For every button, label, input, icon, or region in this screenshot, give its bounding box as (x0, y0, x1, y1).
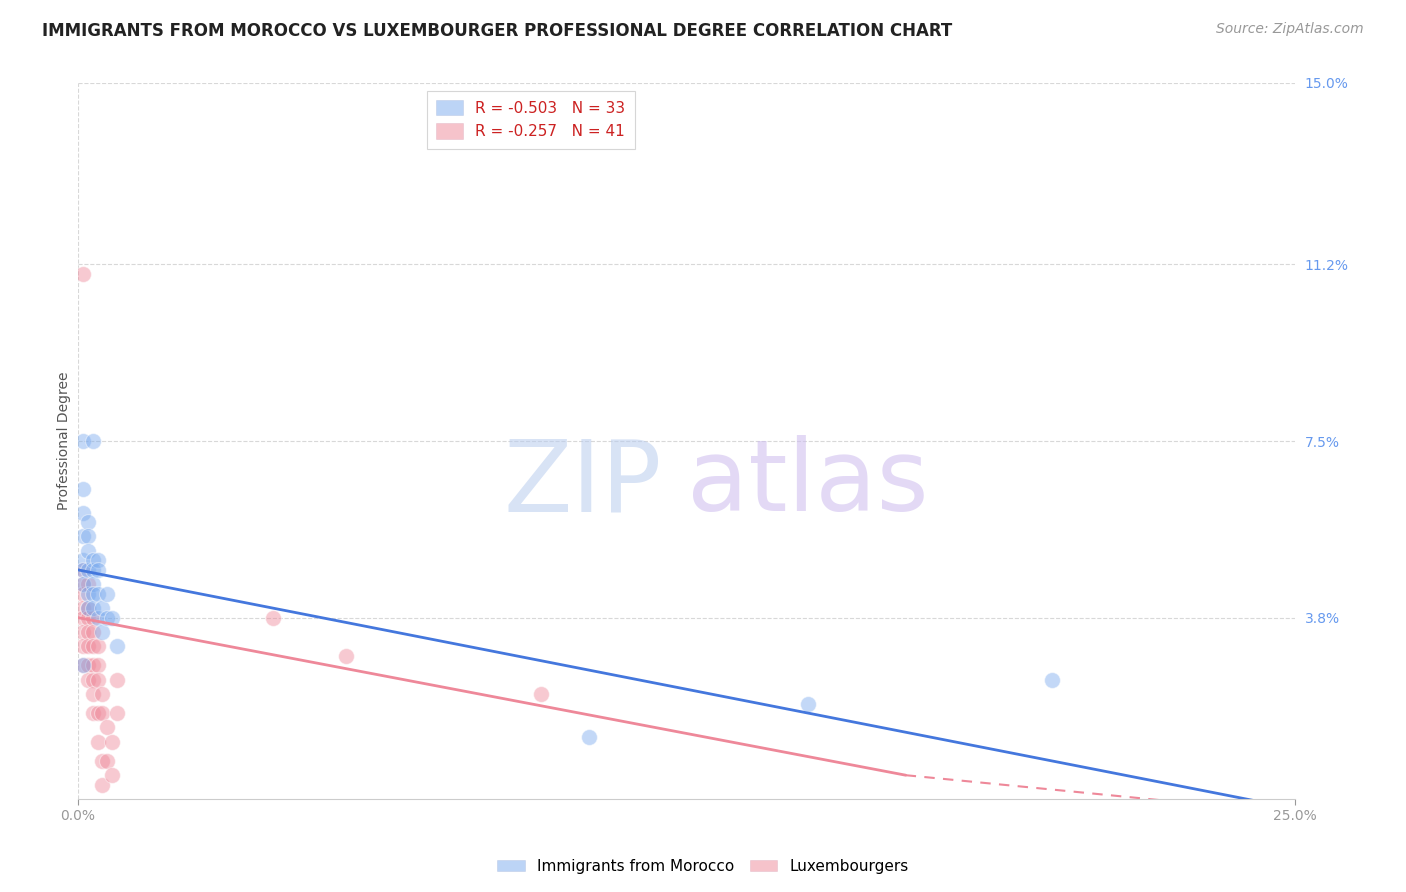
Point (72, 506, 94, 520)
Point (82, 658, 104, 673)
Point (86, 735, 108, 749)
Point (96, 721, 118, 735)
Text: ZIP: ZIP (503, 435, 662, 533)
Point (76, 543, 98, 558)
Text: Source: ZipAtlas.com: Source: ZipAtlas.com (1216, 22, 1364, 37)
Point (82, 553, 104, 567)
Point (86, 610, 108, 624)
Point (262, 610, 284, 624)
Point (76, 658, 98, 673)
Point (91, 601, 114, 615)
Point (96, 587, 118, 601)
Point (91, 778, 114, 792)
Point (82, 563, 104, 577)
Text: atlas: atlas (686, 435, 928, 533)
Legend: R = -0.503   N = 33, R = -0.257   N = 41: R = -0.503 N = 33, R = -0.257 N = 41 (426, 91, 634, 149)
Point (96, 610, 118, 624)
Point (91, 706, 114, 720)
Point (86, 706, 108, 720)
Point (76, 610, 98, 624)
Point (101, 735, 124, 749)
Point (72, 640, 94, 654)
Point (91, 687, 114, 701)
Point (86, 640, 108, 654)
Point (105, 706, 128, 720)
Point (72, 577, 94, 591)
Point (76, 640, 98, 654)
Point (72, 601, 94, 615)
Point (72, 482, 94, 496)
Point (76, 601, 98, 615)
Point (72, 658, 94, 673)
Point (529, 687, 551, 701)
Point (82, 610, 104, 624)
Point (72, 267, 94, 281)
Point (105, 640, 128, 654)
Point (86, 587, 108, 601)
Point (578, 730, 600, 744)
Point (86, 563, 108, 577)
Point (72, 563, 94, 577)
Point (91, 624, 114, 639)
Point (105, 673, 128, 687)
Point (72, 577, 94, 591)
Point (82, 577, 104, 591)
Point (86, 553, 108, 567)
Point (101, 610, 124, 624)
Point (72, 529, 94, 543)
Point (76, 601, 98, 615)
Legend: Immigrants from Morocco, Luxembourgers: Immigrants from Morocco, Luxembourgers (491, 853, 915, 880)
Point (76, 624, 98, 639)
Point (76, 529, 98, 543)
Point (797, 697, 820, 711)
Point (72, 610, 94, 624)
Point (82, 673, 104, 687)
Point (86, 658, 108, 673)
Point (72, 553, 94, 567)
Point (76, 587, 98, 601)
Point (72, 587, 94, 601)
Point (86, 673, 108, 687)
Point (101, 768, 124, 782)
Point (82, 587, 104, 601)
Point (1040, 673, 1063, 687)
Point (82, 601, 104, 615)
Point (76, 577, 98, 591)
Point (76, 563, 98, 577)
Point (82, 624, 104, 639)
Point (96, 754, 118, 768)
Point (82, 434, 104, 448)
Point (72, 658, 94, 673)
Point (82, 706, 104, 720)
Point (72, 434, 94, 448)
Y-axis label: Professional Degree: Professional Degree (58, 372, 72, 510)
Text: IMMIGRANTS FROM MOROCCO VS LUXEMBOURGER PROFESSIONAL DEGREE CORRELATION CHART: IMMIGRANTS FROM MOROCCO VS LUXEMBOURGER … (42, 22, 952, 40)
Point (72, 624, 94, 639)
Point (76, 515, 98, 529)
Point (91, 754, 114, 768)
Point (335, 648, 357, 663)
Point (72, 563, 94, 577)
Point (76, 673, 98, 687)
Point (82, 687, 104, 701)
Point (82, 640, 104, 654)
